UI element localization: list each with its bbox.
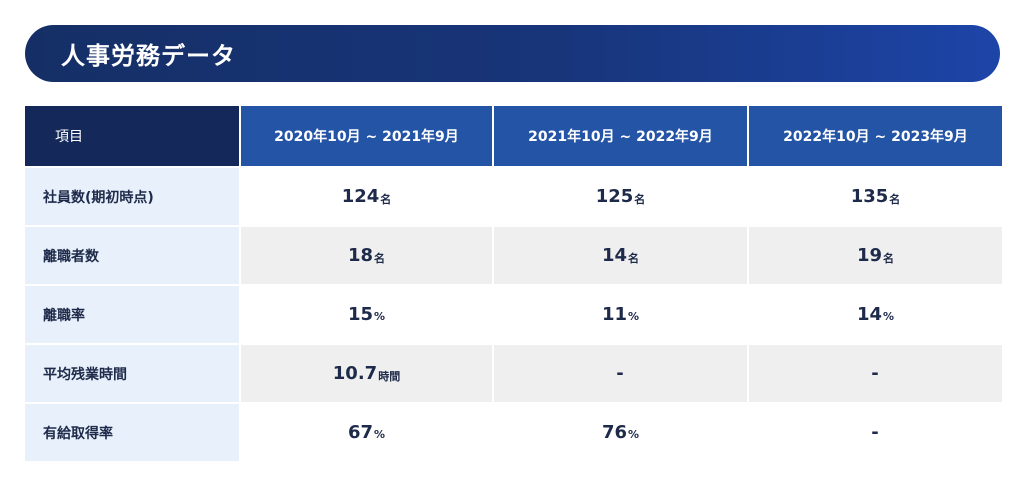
table-cell: 135 名: [749, 168, 1002, 225]
cell-value: 14: [856, 304, 883, 325]
row-label-paid-leave-rate: 有給取得率: [25, 404, 239, 461]
cell-unit: %: [628, 310, 640, 323]
table-cell: 124 名: [241, 168, 492, 225]
table-cell: 19 名: [749, 227, 1002, 284]
table-cell: 67%: [241, 404, 492, 461]
header-period-3: 2022年10月 ~ 2023年9月: [749, 106, 1002, 166]
cell-value: -: [871, 422, 879, 443]
cell-value: 10.7: [332, 363, 378, 384]
table-cell: -: [749, 345, 1002, 402]
cell-value: 14: [601, 245, 628, 266]
row-label-leavers: 離職者数: [25, 227, 239, 284]
header-period-2: 2021年10月 ~ 2022年9月: [494, 106, 747, 166]
cell-unit: 名: [634, 192, 646, 206]
cell-unit: %: [628, 428, 640, 441]
cell-unit: %: [883, 310, 895, 323]
cell-unit: %: [374, 428, 386, 441]
cell-value: 125: [595, 186, 634, 207]
cell-unit: 名: [883, 251, 895, 265]
row-label-employees: 社員数(期初時点): [25, 168, 239, 225]
table-cell: -: [749, 404, 1002, 461]
table-cell: 18 名: [241, 227, 492, 284]
cell-value: -: [616, 363, 624, 384]
cell-value: -: [871, 363, 879, 384]
table-cell: 125 名: [494, 168, 747, 225]
title-banner: 人事労務データ: [25, 25, 1000, 82]
hr-data-table: 項目 2020年10月 ~ 2021年9月 2021年10月 ~ 2022年9月…: [25, 106, 1002, 461]
table-cell: -: [494, 345, 747, 402]
cell-unit: 名: [889, 192, 901, 206]
table-cell: 10.7 時間: [241, 345, 492, 402]
cell-unit: 名: [374, 251, 386, 265]
cell-unit: 名: [380, 192, 392, 206]
cell-value: 15: [347, 304, 374, 325]
row-label-turnover-rate: 離職率: [25, 286, 239, 343]
table-cell: 15%: [241, 286, 492, 343]
cell-value: 18: [347, 245, 374, 266]
cell-value: 11: [601, 304, 628, 325]
cell-value: 124: [341, 186, 380, 207]
cell-unit: 時間: [378, 369, 401, 383]
cell-value: 76: [601, 422, 628, 443]
cell-unit: %: [374, 310, 386, 323]
cell-value: 67: [347, 422, 374, 443]
header-item: 項目: [25, 106, 239, 166]
table-cell: 14%: [749, 286, 1002, 343]
cell-value: 135: [850, 186, 889, 207]
row-label-overtime: 平均残業時間: [25, 345, 239, 402]
table-cell: 14 名: [494, 227, 747, 284]
page-title: 人事労務データ: [61, 42, 236, 70]
cell-unit: 名: [628, 251, 640, 265]
table-cell: 76%: [494, 404, 747, 461]
table-cell: 11%: [494, 286, 747, 343]
cell-value: 19: [856, 245, 883, 266]
header-period-1: 2020年10月 ~ 2021年9月: [241, 106, 492, 166]
